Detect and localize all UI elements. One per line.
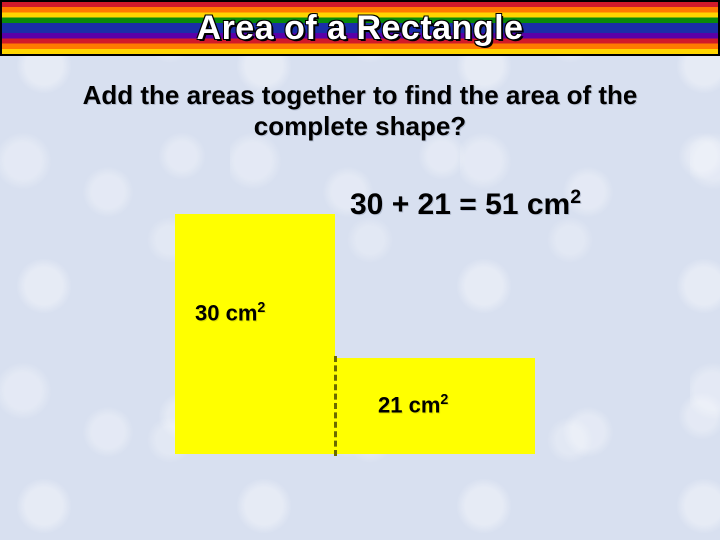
label-rect-a: 30 cm2 [195, 300, 265, 326]
subtitle-line2: complete shape? [254, 111, 466, 141]
title-bar: Area of a Rectangle [0, 0, 720, 56]
rectangle-a [175, 214, 335, 454]
equation-text: 30 + 21 = 51 cm [350, 188, 570, 221]
label-b-text: 21 cm [378, 392, 440, 417]
label-a-sup: 2 [257, 300, 265, 316]
subtitle-line1: Add the areas together to find the area … [83, 80, 638, 110]
slide: Area of a Rectangle Add the areas togeth… [0, 0, 720, 540]
area-equation: 30 + 21 = 51 cm2 [350, 186, 581, 222]
subtitle: Add the areas together to find the area … [0, 80, 720, 142]
label-a-text: 30 cm [195, 300, 257, 325]
slide-title: Area of a Rectangle [197, 9, 524, 48]
label-b-sup: 2 [440, 392, 448, 408]
label-rect-b: 21 cm2 [378, 392, 448, 418]
divider-dashed [334, 356, 337, 456]
equation-sup: 2 [570, 186, 581, 208]
